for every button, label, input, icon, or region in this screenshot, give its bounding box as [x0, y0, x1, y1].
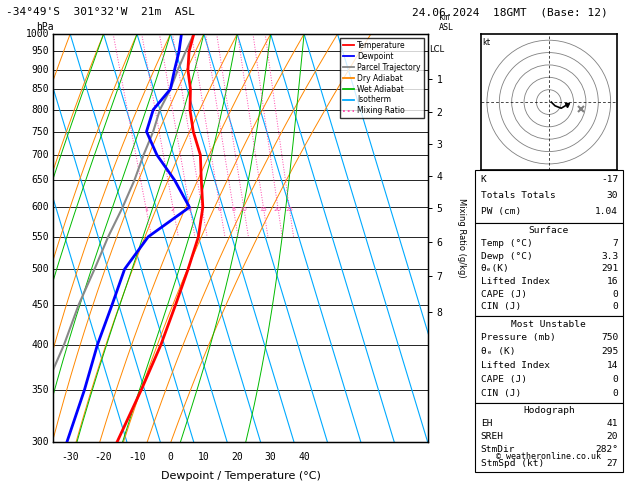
Text: 900: 900	[31, 65, 49, 75]
Text: Temp (°C): Temp (°C)	[481, 239, 533, 248]
Text: 7: 7	[613, 239, 618, 248]
Text: 4: 4	[200, 207, 204, 212]
Text: θₑ(K): θₑ(K)	[481, 264, 509, 273]
Text: © weatheronline.co.uk: © weatheronline.co.uk	[496, 452, 601, 461]
Text: 24.06.2024  18GMT  (Base: 12): 24.06.2024 18GMT (Base: 12)	[412, 7, 608, 17]
Text: 550: 550	[31, 232, 49, 242]
Text: Mixing Ratio (g/kg): Mixing Ratio (g/kg)	[457, 198, 466, 278]
Text: 3: 3	[187, 207, 192, 212]
Text: 0: 0	[613, 290, 618, 299]
Bar	[475, 223, 623, 316]
Text: 30: 30	[265, 452, 277, 463]
Text: 1: 1	[144, 207, 148, 212]
Text: Dewp (°C): Dewp (°C)	[481, 252, 533, 260]
Text: 0: 0	[613, 389, 618, 398]
Text: CIN (J): CIN (J)	[481, 302, 521, 312]
Bar	[475, 316, 623, 403]
Text: 282°: 282°	[595, 446, 618, 454]
Text: 600: 600	[31, 202, 49, 212]
Text: 300: 300	[31, 437, 49, 447]
Text: Lifted Index: Lifted Index	[481, 277, 550, 286]
Text: 20: 20	[607, 433, 618, 441]
Text: 750: 750	[601, 333, 618, 342]
Text: 27: 27	[607, 458, 618, 468]
Text: 500: 500	[31, 264, 49, 274]
Text: StmSpd (kt): StmSpd (kt)	[481, 458, 544, 468]
Text: 15: 15	[260, 207, 267, 212]
Text: 750: 750	[31, 126, 49, 137]
Text: 295: 295	[601, 347, 618, 356]
Text: Surface: Surface	[529, 226, 569, 235]
Text: kt: kt	[482, 38, 490, 47]
Bar	[475, 170, 623, 223]
Text: -34°49'S  301°32'W  21m  ASL: -34°49'S 301°32'W 21m ASL	[6, 7, 195, 17]
Legend: Temperature, Dewpoint, Parcel Trajectory, Dry Adiabat, Wet Adiabat, Isotherm, Mi: Temperature, Dewpoint, Parcel Trajectory…	[340, 38, 424, 119]
Text: 40: 40	[298, 452, 310, 463]
Text: 950: 950	[31, 46, 49, 56]
Text: LCL: LCL	[430, 45, 445, 54]
Text: 3.3: 3.3	[601, 252, 618, 260]
Text: -20: -20	[95, 452, 113, 463]
Text: 30: 30	[607, 191, 618, 200]
Text: PW (cm): PW (cm)	[481, 208, 521, 216]
Text: CIN (J): CIN (J)	[481, 389, 521, 398]
Text: 20: 20	[274, 207, 282, 212]
Text: Dewpoint / Temperature (°C): Dewpoint / Temperature (°C)	[160, 471, 321, 481]
Text: Lifted Index: Lifted Index	[481, 361, 550, 370]
Text: -10: -10	[128, 452, 146, 463]
Text: Most Unstable: Most Unstable	[511, 319, 586, 329]
Text: 6: 6	[218, 207, 222, 212]
Text: 1.04: 1.04	[595, 208, 618, 216]
Text: 20: 20	[231, 452, 243, 463]
Text: 700: 700	[31, 150, 49, 160]
Text: 10: 10	[240, 207, 248, 212]
Text: 1000: 1000	[25, 29, 49, 39]
Text: Hodograph: Hodograph	[523, 406, 575, 415]
Text: 450: 450	[31, 300, 49, 310]
Text: 0: 0	[613, 302, 618, 312]
Text: 800: 800	[31, 104, 49, 115]
Bar	[475, 403, 623, 472]
Text: 10: 10	[198, 452, 209, 463]
Text: km
ASL: km ASL	[439, 13, 454, 32]
Text: CAPE (J): CAPE (J)	[481, 375, 527, 384]
Text: 41: 41	[607, 419, 618, 428]
Text: Totals Totals: Totals Totals	[481, 191, 555, 200]
Text: Pressure (mb): Pressure (mb)	[481, 333, 555, 342]
Text: CAPE (J): CAPE (J)	[481, 290, 527, 299]
Text: K: K	[481, 175, 487, 184]
Text: θₑ (K): θₑ (K)	[481, 347, 515, 356]
Text: 14: 14	[607, 361, 618, 370]
Text: StmDir: StmDir	[481, 446, 515, 454]
Text: 400: 400	[31, 340, 49, 350]
Text: 291: 291	[601, 264, 618, 273]
Text: EH: EH	[481, 419, 493, 428]
Text: 350: 350	[31, 385, 49, 395]
Text: 850: 850	[31, 84, 49, 94]
Text: 0: 0	[613, 375, 618, 384]
Text: 0: 0	[167, 452, 174, 463]
Text: -30: -30	[62, 452, 79, 463]
Text: hPa: hPa	[36, 22, 54, 32]
Text: 16: 16	[607, 277, 618, 286]
Text: 25: 25	[286, 207, 293, 212]
Text: -17: -17	[601, 175, 618, 184]
Text: SREH: SREH	[481, 433, 504, 441]
Text: 2: 2	[171, 207, 175, 212]
Text: 650: 650	[31, 175, 49, 185]
Text: 8: 8	[231, 207, 235, 212]
